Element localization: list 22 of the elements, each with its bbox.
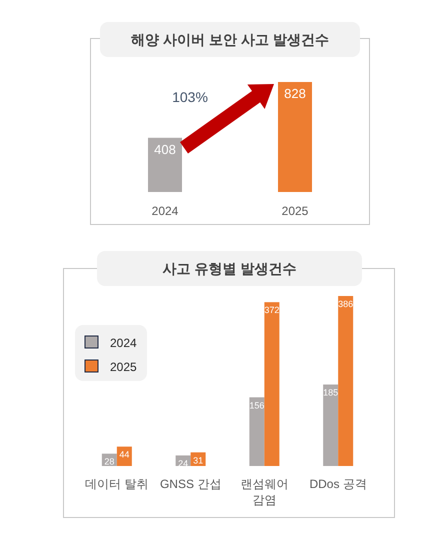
chart-title: 해양 사이버 보안 사고 발생건수 [131, 32, 329, 48]
data-label: 408 [154, 142, 176, 157]
data-label: 185 [323, 388, 338, 398]
bar [249, 397, 264, 466]
legend-label: 2025 [110, 360, 138, 374]
data-label: 828 [284, 86, 306, 101]
x-tick-label: DDos 공격 [309, 477, 367, 491]
x-tick-label: GNSS 간섭 [160, 477, 222, 491]
data-label: 386 [338, 299, 354, 309]
bar [323, 384, 338, 466]
bar [264, 302, 280, 466]
x-tick-label: 데이터 탈취 [85, 477, 149, 491]
data-label: 156 [249, 400, 264, 410]
legend-label: 2024 [110, 336, 138, 350]
data-label: 31 [193, 455, 204, 466]
bar [338, 296, 354, 466]
data-label: 372 [264, 305, 280, 316]
data-label: 28 [104, 456, 114, 467]
data-label: 44 [119, 450, 130, 460]
x-tick-label: 랜섬웨어 감염 [240, 477, 288, 507]
chart-title: 사고 유형별 발생건수 [162, 260, 296, 276]
annotation: 103% [172, 89, 208, 105]
